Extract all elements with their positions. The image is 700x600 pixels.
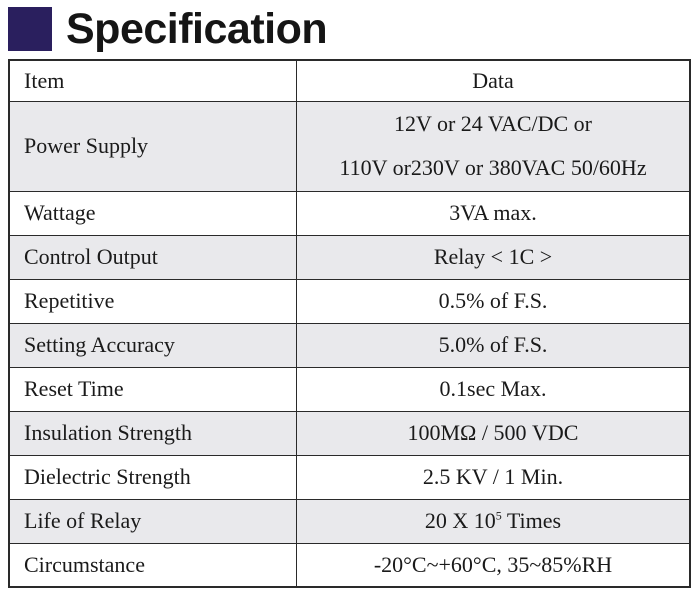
row-item-label: Life of Relay xyxy=(8,498,297,544)
row-data-value: 0.1sec Max. xyxy=(296,366,691,412)
header-square-icon xyxy=(8,7,52,51)
table-row: Circumstance -20°C~+60°C, 35~85%RH xyxy=(8,542,691,588)
row-data-line: 110V or230V or 380VAC 50/60Hz xyxy=(339,155,647,180)
row-data-value: 12V or 24 VAC/DC or 110V or230V or 380VA… xyxy=(296,100,691,192)
table-row: Wattage 3VA max. xyxy=(8,190,691,236)
table-row: Insulation Strength 100MΩ / 500 VDC xyxy=(8,410,691,456)
row-data-text: Times xyxy=(501,507,562,533)
specification-table: Item Data Power Supply 12V or 24 VAC/DC … xyxy=(8,59,691,588)
row-item-label: Circumstance xyxy=(8,542,297,588)
table-header-row: Item Data xyxy=(8,59,691,102)
row-data-line: 12V or 24 VAC/DC or xyxy=(393,111,593,136)
table-row: Control Output Relay < 1C > xyxy=(8,234,691,280)
row-data-value: 100MΩ / 500 VDC xyxy=(296,410,691,456)
row-item-label: Reset Time xyxy=(8,366,297,412)
row-data-superscript: 5 xyxy=(495,508,502,523)
row-data-value: 0.5% of F.S. xyxy=(296,278,691,324)
row-data-value: 20 X 105 Times xyxy=(296,498,691,544)
row-data-value: 2.5 KV / 1 Min. xyxy=(296,454,691,500)
row-item-label: Repetitive xyxy=(8,278,297,324)
row-item-label: Wattage xyxy=(8,190,297,236)
section-header: Specification xyxy=(8,4,328,54)
table-row: Dielectric Strength 2.5 KV / 1 Min. xyxy=(8,454,691,500)
row-item-label: Control Output xyxy=(8,234,297,280)
table-row: Power Supply 12V or 24 VAC/DC or 110V or… xyxy=(8,100,691,192)
column-header-data: Data xyxy=(296,59,691,102)
column-header-item: Item xyxy=(8,59,297,102)
row-data-value: 3VA max. xyxy=(296,190,691,236)
row-item-label: Setting Accuracy xyxy=(8,322,297,368)
page-title: Specification xyxy=(66,4,328,53)
table-row: Setting Accuracy 5.0% of F.S. xyxy=(8,322,691,368)
table-row: Reset Time 0.1sec Max. xyxy=(8,366,691,412)
row-data-value: 5.0% of F.S. xyxy=(296,322,691,368)
row-data-value: -20°C~+60°C, 35~85%RH xyxy=(296,542,691,588)
row-data-text: 20 X 10 xyxy=(424,507,496,533)
row-data-value: Relay < 1C > xyxy=(296,234,691,280)
row-item-label: Insulation Strength xyxy=(8,410,297,456)
table-row: Repetitive 0.5% of F.S. xyxy=(8,278,691,324)
row-item-label: Power Supply xyxy=(8,100,297,192)
table-row: Life of Relay 20 X 105 Times xyxy=(8,498,691,544)
row-item-label: Dielectric Strength xyxy=(8,454,297,500)
